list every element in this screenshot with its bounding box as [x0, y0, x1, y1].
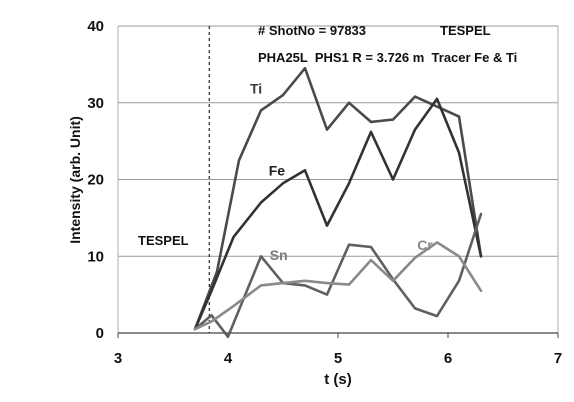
- x-tick-label: 5: [334, 350, 342, 367]
- x-tick-label: 7: [554, 350, 562, 367]
- x-ticks: 3 4 5 6 7: [114, 333, 562, 367]
- series-line-sn: [193, 212, 483, 339]
- header-params: PHA25L PHS1 R = 3.726 m Tracer Fe & Ti: [258, 50, 517, 65]
- x-tick-label: 3: [114, 350, 122, 367]
- y-tick-label: 20: [87, 172, 104, 189]
- series-line-ti: [193, 66, 483, 331]
- series-label-fe: Fe: [269, 163, 286, 179]
- header-shotno: # ShotNo = 97833: [258, 23, 366, 38]
- header-tespel: TESPEL: [440, 23, 491, 38]
- x-axis-label: t (s): [324, 371, 352, 388]
- series-lines: [193, 66, 483, 339]
- y-tick-label: 0: [96, 325, 104, 342]
- annotations: Ti Fe Sn Cr: [250, 81, 433, 264]
- series-label-sn: Sn: [270, 247, 288, 263]
- series-label-cr: Cr: [417, 237, 433, 253]
- series-line-fe: [193, 97, 483, 331]
- series-label-ti: Ti: [250, 81, 262, 97]
- x-tick-label: 6: [444, 350, 452, 367]
- y-tick-label: 10: [87, 248, 104, 265]
- y-tick-label: 40: [87, 18, 104, 35]
- gridlines: [118, 25, 558, 257]
- tespel-vline-label: TESPEL: [138, 233, 189, 248]
- y-tick-label: 30: [87, 95, 104, 112]
- series-line-cr: [193, 241, 483, 331]
- y-axis-label: Intensity (arb. Unit): [67, 116, 83, 244]
- x-tick-label: 4: [224, 350, 233, 367]
- y-ticks: 0 10 20 30 40: [87, 18, 104, 342]
